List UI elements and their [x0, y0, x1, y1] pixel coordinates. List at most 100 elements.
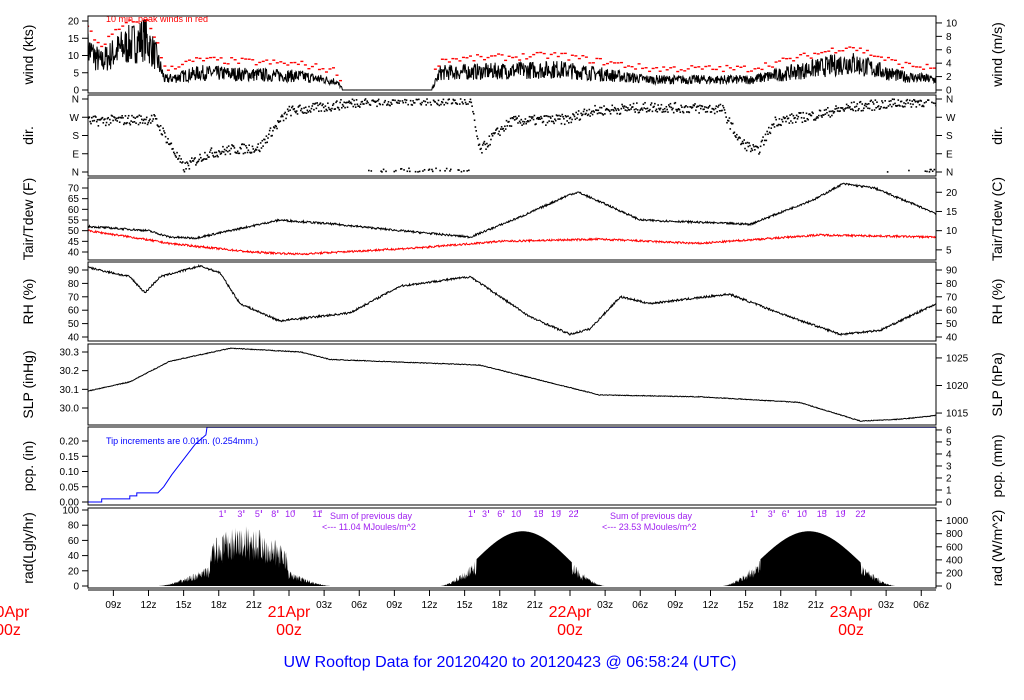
wind-direction-point [320, 110, 323, 112]
wind-direction-point [801, 121, 804, 124]
peak-wind-mark [170, 65, 174, 68]
wind-direction-point [751, 149, 754, 152]
wind-direction-point [89, 120, 91, 123]
peak-wind-mark [662, 66, 666, 68]
wind-direction-point [793, 117, 795, 120]
y-right-tick-label: 4 [946, 59, 952, 70]
wind-direction-point [265, 135, 268, 137]
y-tick-label: 0 [73, 582, 79, 593]
wind-direction-point [810, 114, 813, 117]
peak-wind-mark [156, 42, 160, 44]
peak-wind-mark [93, 39, 97, 41]
wind-direction-point [399, 100, 401, 102]
wind-direction-point [652, 106, 655, 109]
x-tick-label: 06z [913, 600, 929, 611]
peak-wind-mark [504, 59, 508, 62]
wind-direction-point [134, 117, 137, 119]
wind-direction-point [450, 102, 453, 105]
wind-direction-point [745, 142, 747, 144]
wind-direction-point [117, 117, 119, 119]
wind-direction-point [930, 168, 932, 171]
wind-direction-point [399, 168, 402, 170]
wind-direction-point [194, 157, 196, 159]
wind-direction-point [342, 105, 345, 108]
peak-wind-mark [479, 55, 483, 58]
wind-direction-point [812, 112, 814, 115]
wind-direction-point [236, 152, 238, 154]
wind-direction-point [360, 101, 363, 103]
x-tick-label: 09z [667, 600, 683, 611]
wind-direction-point [318, 103, 321, 106]
y-right-tick-label: 2 [946, 72, 952, 83]
wind-direction-point [448, 98, 450, 100]
wind-direction-point [711, 107, 714, 110]
peak-wind-mark [851, 47, 855, 49]
wind-direction-point [203, 158, 205, 160]
wind-direction-point [395, 169, 397, 172]
y-right-axis-label: RH (%) [989, 279, 1005, 325]
wind-direction-point [366, 100, 368, 102]
wind-direction-point [163, 130, 165, 132]
wind-direction-point [808, 113, 810, 116]
wind-direction-point [859, 100, 862, 103]
wind-direction-point [218, 151, 221, 153]
wind-direction-point [895, 104, 897, 107]
wind-direction-point [558, 118, 561, 120]
wind-direction-point [722, 106, 725, 109]
wind-direction-point [368, 169, 370, 172]
wind-direction-point [736, 133, 738, 136]
wind-direction-point [326, 109, 328, 112]
wind-direction-point [375, 100, 378, 103]
wind-direction-point [717, 104, 720, 107]
wind-direction-point [540, 117, 543, 120]
hour-mark-label: 19 [835, 509, 845, 519]
wind-direction-point [97, 125, 100, 127]
peak-wind-mark [764, 62, 768, 64]
wind-direction-point [710, 111, 713, 113]
wind-direction-point [805, 112, 808, 115]
wind-direction-point [376, 105, 378, 108]
wind-direction-point [851, 108, 854, 110]
peak-wind-mark [560, 52, 564, 55]
wind-direction-point [288, 105, 291, 108]
wind-direction-point [319, 102, 322, 104]
wind-direction-point [931, 101, 933, 104]
wind-direction-point [872, 103, 875, 105]
wind-direction-point [574, 118, 577, 121]
panel-frame [87, 177, 937, 261]
wind-direction-point [109, 122, 112, 124]
wind-direction-point [112, 119, 114, 122]
wind-direction-point [384, 99, 387, 102]
hour-mark-label: 3 [237, 509, 242, 519]
wind-direction-point [437, 99, 440, 102]
wind-direction-point [601, 113, 604, 115]
y-right-tick-label: 5 [946, 245, 952, 256]
peak-wind-mark [440, 58, 444, 60]
wind-direction-point [632, 102, 635, 105]
peak-wind-mark [816, 53, 820, 55]
peak-wind-mark [598, 57, 602, 60]
peak-wind-mark [310, 65, 314, 68]
wind-direction-point [679, 111, 682, 113]
y-right-tick-label: 0 [946, 498, 952, 509]
wind-direction-point [269, 127, 272, 129]
wind-direction-point [790, 120, 792, 122]
wind-direction-point [831, 114, 833, 117]
wind-direction-point [247, 149, 250, 152]
wind-direction-point [522, 123, 525, 125]
wind-direction-point [192, 160, 195, 162]
plot-area-pcp [88, 427, 936, 503]
peak-wind-mark [686, 68, 690, 70]
y-tick-label: 5 [73, 68, 79, 79]
wind-direction-point [923, 101, 926, 104]
wind-direction-point [142, 119, 145, 122]
wind-direction-point [609, 112, 612, 115]
wind-direction-point [777, 124, 779, 127]
wind-direction-point [895, 105, 898, 107]
wind-direction-point [536, 117, 538, 120]
peak-wind-mark [556, 55, 560, 58]
wind-direction-point [752, 144, 755, 146]
y-tick-label: 0.10 [60, 467, 80, 478]
peak-wind-mark [268, 63, 272, 65]
wind-direction-point [731, 122, 734, 125]
